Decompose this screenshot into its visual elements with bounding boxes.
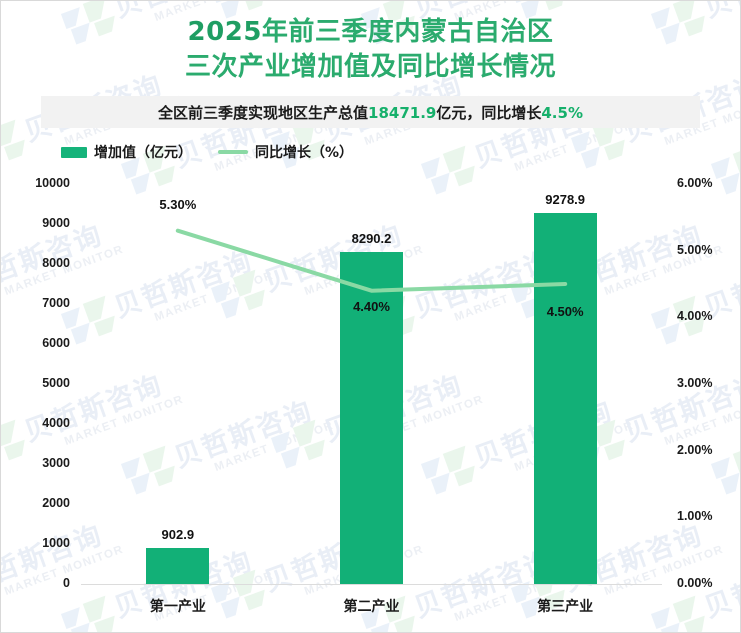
line-value-label-3: 4.50%: [546, 304, 584, 319]
chart-legend: 增加值（亿元） 同比增长（%）: [61, 142, 740, 162]
y-axis-right-tick: 1.00%: [677, 509, 713, 524]
x-axis-categories: 第一产业 第二产业 第三产业: [1, 596, 740, 632]
x-axis-line: [81, 584, 662, 585]
title-year: 2025: [187, 17, 262, 47]
y-axis-right-tick: 0.00%: [677, 576, 713, 590]
y-axis-left-tick: 7000: [42, 296, 70, 310]
subtitle-prefix: 全区前三季度实现地区生产总值: [158, 103, 369, 122]
line-series: [175, 228, 568, 293]
y-axis-left-tick: 2000: [42, 496, 70, 510]
subtitle-gdp-value: 18471.9: [368, 103, 437, 122]
line-value-label-2: 4.40%: [353, 298, 390, 314]
y-axis-left-tick: 5000: [42, 376, 70, 390]
title-line1-rest: 年前三季度内蒙古自治区: [261, 17, 554, 47]
growth-line-path: [175, 228, 568, 293]
y-axis-left-tick: 9000: [42, 216, 70, 230]
legend-item-line[interactable]: 同比增长（%）: [218, 142, 353, 162]
bar-value-label-1: 902.9: [161, 526, 195, 542]
bar-value-label-3: 9278.9: [545, 191, 586, 207]
subtitle-text: 全区前三季度实现地区生产总值18471.9亿元，同比增长4.5%: [158, 102, 583, 123]
y-axis-left-tick: 1000: [42, 536, 70, 550]
y-axis-left-tick: 6000: [42, 336, 70, 350]
plot-area: 0 1000 2000 3000 4000 5000 6000 7000 8000 9000 100…: [1, 176, 740, 596]
bar-value-label-2: 8290.2: [351, 231, 392, 247]
legend-bar-swatch-icon: [61, 146, 87, 158]
subtitle-banner: 全区前三季度实现地区生产总值18471.9亿元，同比增长4.5%: [41, 96, 700, 129]
subtitle-growth-value: 4.5%: [541, 103, 583, 122]
y-axis-left-tick: 4000: [42, 416, 70, 430]
y-axis-left-tick: 0: [63, 576, 70, 590]
line-series-labels: 5.30% 4.40% 4.50%: [1, 176, 740, 596]
chart-title: 2025年前三季度内蒙古自治区 三次产业增加值及同比增长情况: [1, 1, 740, 84]
bar-1[interactable]: [146, 547, 210, 584]
y-axis-right-tick: 2.00%: [677, 442, 713, 457]
y-axis-left-tick: 10000: [35, 176, 70, 190]
legend-item-bar[interactable]: 增加值（亿元）: [61, 142, 192, 162]
chart-header: 2025年前三季度内蒙古自治区 三次产业增加值及同比增长情况 全区前三季度实现地…: [1, 1, 740, 162]
legend-line-swatch-icon: [218, 150, 248, 155]
y-axis-right-tick: 5.00%: [677, 242, 713, 257]
title-line2: 三次产业增加值及同比增长情况: [184, 51, 556, 82]
y-axis-left-tick: 8000: [42, 256, 70, 270]
y-axis-left-tick: 3000: [42, 456, 70, 470]
line-value-label-1: 5.30%: [159, 196, 197, 212]
y-axis-right-tick: 3.00%: [677, 376, 713, 390]
x-axis-label-1: 第一产业: [149, 599, 206, 615]
x-axis-label-2: 第二产业: [343, 599, 400, 615]
x-axis-label-3: 第三产业: [537, 599, 594, 615]
legend-bar-label: 增加值（亿元）: [94, 145, 192, 162]
y-axis-right-tick: 6.00%: [677, 176, 713, 190]
subtitle-middle: 亿元，同比增长: [436, 103, 542, 122]
legend-line-label: 同比增长（%）: [255, 145, 354, 162]
